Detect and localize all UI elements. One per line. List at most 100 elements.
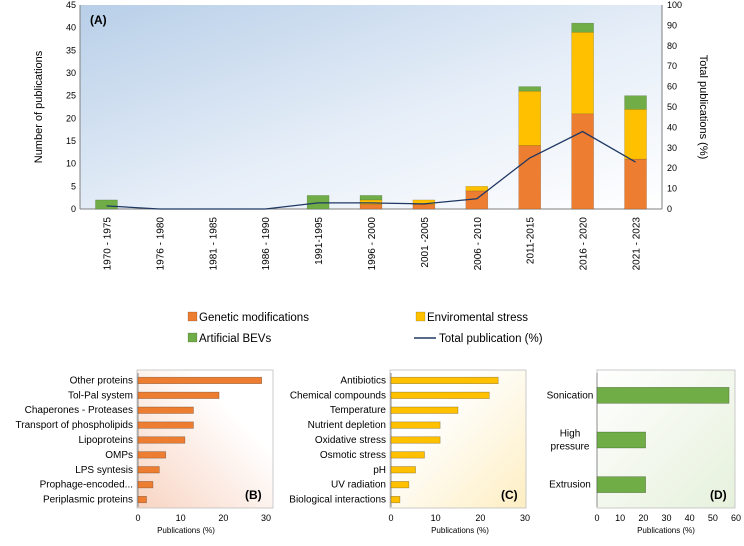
bar-segment <box>624 95 647 110</box>
x-tick-label: 0 <box>594 513 599 523</box>
bar <box>137 496 147 504</box>
category-label: UV radiation <box>331 480 386 491</box>
y2-tick-label: 100 <box>667 0 682 10</box>
y-tick-label: 20 <box>66 113 76 123</box>
panel-label: (D) <box>710 488 727 502</box>
bar <box>390 496 401 504</box>
x-axis-title: Publications (%) <box>431 526 489 535</box>
bar <box>390 391 490 399</box>
x-tick-label: 50 <box>708 513 718 523</box>
panel-c: Antibiotics Chemical compounds Temperature… <box>289 369 530 535</box>
y2-tick-label: 30 <box>667 143 677 153</box>
bar <box>596 476 646 493</box>
category-label: Oxidative stress <box>315 435 386 446</box>
x-tick-label: 1986 - 1990 <box>261 217 272 271</box>
bar-segment <box>412 204 436 210</box>
y2-tick-label: 80 <box>667 41 677 51</box>
bar-segment <box>624 158 647 210</box>
y2-tick-label: 20 <box>667 163 677 173</box>
y-tick-label: 35 <box>66 45 76 55</box>
panel-b: Other proteins Tol-Pal system Chaperones -… <box>16 369 274 535</box>
category-label: Prophage-encoded... <box>40 480 133 491</box>
bar-segment <box>624 109 647 160</box>
bar-segment <box>571 31 594 115</box>
panel-label: (C) <box>501 488 518 502</box>
y-tick-label: 25 <box>66 91 76 101</box>
x-tick-label: 10 <box>431 513 441 523</box>
y2-axis-title: Total publications (%) <box>697 55 709 160</box>
y2-tick-label: 0 <box>667 204 672 214</box>
y-tick-label: 10 <box>66 159 76 169</box>
x-tick-label: 10 <box>176 513 186 523</box>
bar <box>596 387 730 404</box>
x-tick-label: 1981 - 1985 <box>208 217 219 271</box>
legend: Genetic modifications Enviromental stress… <box>187 311 543 345</box>
bar <box>137 481 154 489</box>
x-tick-label: 2021 - 2023 <box>632 217 643 271</box>
x-tick-label: 1996 - 2000 <box>367 217 378 271</box>
plot-area-a <box>80 5 662 209</box>
panel-label: (A) <box>90 13 107 27</box>
bar-segment <box>571 22 594 33</box>
category-label: Transport of phospholipids <box>16 420 133 431</box>
panel-a: 0 5 10 15 20 25 30 35 40 45 0 10 20 30 40 50 60 70 80 90 100… <box>33 0 709 270</box>
legend-label: Total publication (%) <box>439 333 543 345</box>
x-tick-label: 40 <box>685 513 695 523</box>
category-label: Nutrient depletion <box>308 420 386 431</box>
y2-tick-label: 70 <box>667 61 677 71</box>
category-label: pH <box>373 465 386 476</box>
x-tick-label: 1976 - 1980 <box>155 217 166 271</box>
x-tick-label: 1991-1995 <box>314 217 325 265</box>
bar <box>137 376 263 384</box>
bar-segment <box>359 195 383 201</box>
bar <box>137 436 186 444</box>
bar <box>390 451 425 459</box>
bar <box>390 406 459 414</box>
category-label: OMPs <box>105 450 133 461</box>
bar <box>390 376 499 384</box>
bar-segment <box>465 186 489 192</box>
bar-segment <box>95 199 118 210</box>
x-tick-label: 0 <box>135 513 140 523</box>
category-label: Tol-Pal system <box>68 390 133 401</box>
x-tick-label: 20 <box>638 513 648 523</box>
category-label: Antibiotics <box>340 375 386 386</box>
category-label: LPS syntesis <box>75 465 133 476</box>
x-tick-label: 2016 - 2020 <box>579 217 590 271</box>
y-tick-label: 0 <box>71 204 76 214</box>
category-label: High pressure <box>551 429 590 453</box>
x-tick-label: 2001 -2005 <box>420 217 431 268</box>
category-label: Osmotic stress <box>320 450 386 461</box>
bar-segment <box>518 145 541 210</box>
panel-label: (B) <box>245 488 262 502</box>
legend-label: Artificial BEVs <box>199 333 271 345</box>
bar <box>137 406 194 414</box>
bar <box>137 421 194 429</box>
category-label: Lipoproteins <box>79 435 133 446</box>
bar <box>596 431 646 449</box>
x-tick-label: 20 <box>218 513 228 523</box>
x-axis-title: Publications (%) <box>157 526 215 535</box>
bar <box>390 481 410 489</box>
legend-swatch <box>187 311 198 322</box>
x-tick-label: 60 <box>731 513 741 523</box>
legend-label: Enviromental stress <box>427 312 528 324</box>
x-tick-label: 20 <box>475 513 485 523</box>
category-label: Biological interactions <box>289 495 386 506</box>
legend-swatch <box>187 332 198 343</box>
y-tick-label: 40 <box>66 23 76 33</box>
bar <box>390 466 416 474</box>
x-tick-label: 2006 - 2010 <box>473 217 484 271</box>
y2-tick-label: 90 <box>667 20 677 30</box>
y-tick-label: 5 <box>71 181 76 191</box>
x-tick-label: 30 <box>261 513 271 523</box>
category-label: Chemical compounds <box>290 390 386 401</box>
legend-swatch <box>415 311 426 322</box>
category-label: Periplasmic proteins <box>43 495 133 506</box>
legend-label: Genetic modifications <box>199 312 309 324</box>
x-tick-label: 30 <box>661 513 671 523</box>
y-tick-label: 30 <box>66 68 76 78</box>
x-tick-label: 1970 - 1975 <box>102 217 113 271</box>
bar <box>137 391 220 399</box>
